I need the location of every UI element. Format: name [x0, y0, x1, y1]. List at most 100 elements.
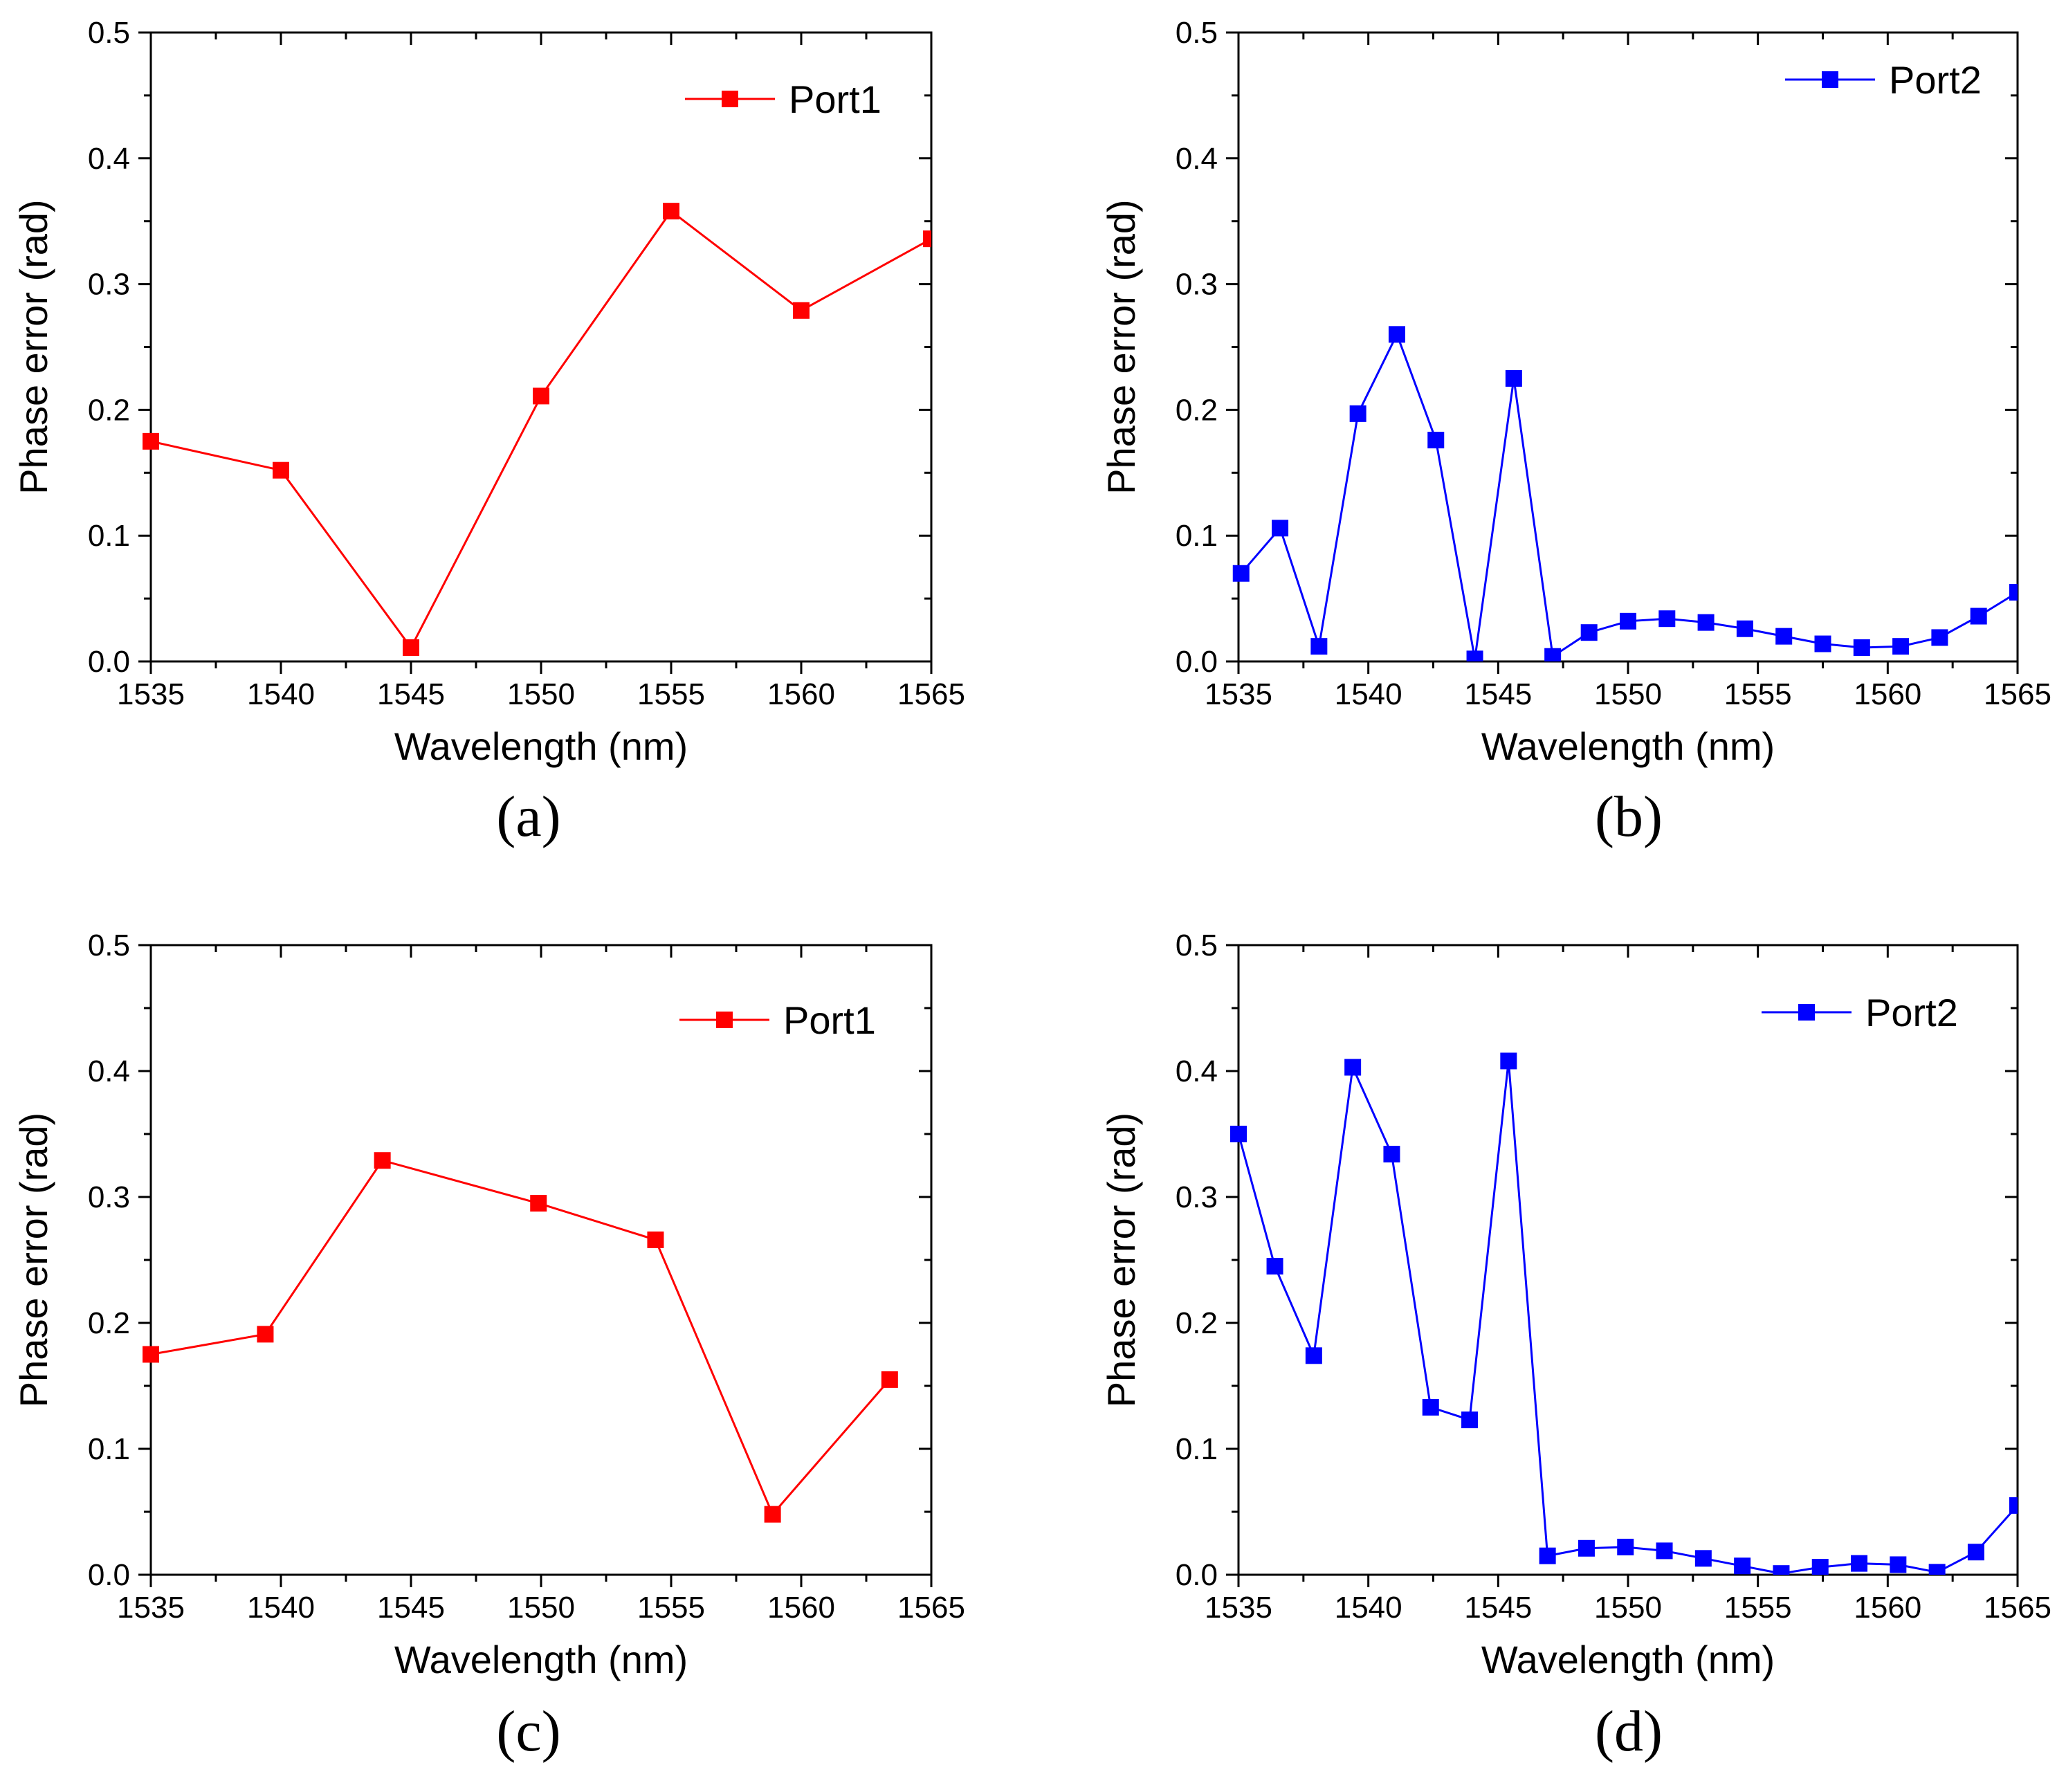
y-tick-label: 0.4: [1176, 142, 1218, 176]
y-tick-label: 0.1: [1176, 519, 1218, 553]
series-Port2: [1232, 326, 2018, 661]
data-point-marker: [1773, 1565, 1790, 1575]
x-tick-label: 1560: [1854, 1591, 1921, 1625]
y-tick-label: 0.2: [88, 393, 130, 427]
data-point-marker: [1466, 650, 1483, 661]
data-point-marker: [1853, 639, 1870, 657]
x-tick-label: 1535: [1205, 677, 1272, 711]
y-axis-title: Phase error (rad): [1099, 1113, 1143, 1407]
y-tick-label: 0.3: [1176, 1180, 1218, 1214]
x-tick-label: 1540: [1335, 1591, 1402, 1625]
y-tick-label: 0.3: [88, 268, 130, 302]
plot-frame: [1237, 944, 2019, 1576]
series-line: [150, 210, 931, 650]
x-tick-label: 1565: [897, 677, 965, 711]
chart-panel-c: 1535 1540 1545 1550 1555 1560 1565 0.0 0.1 0.2 0.3…: [12, 929, 965, 1764]
x-tick-label: 1535: [117, 1591, 185, 1625]
data-point-marker: [1658, 610, 1676, 628]
data-point-marker: [1539, 1547, 1556, 1564]
data-point-marker: [257, 1326, 274, 1343]
legend-label: Port1: [783, 998, 876, 1042]
data-point-marker: [1505, 369, 1522, 387]
legend: Port2: [1785, 58, 1982, 102]
panel-caption: (d): [1595, 1699, 1663, 1764]
panel-caption: (b): [1595, 785, 1663, 849]
x-tick-label: 1540: [247, 677, 315, 711]
data-point-marker: [1544, 648, 1562, 661]
x-axis-title: Wavelength (nm): [394, 1638, 688, 1681]
y-tick-label: 0.4: [88, 1054, 130, 1088]
x-tick-label: 1560: [767, 677, 835, 711]
y-tick-label: 0.3: [1176, 268, 1218, 302]
x-tick-label: 1555: [1724, 677, 1792, 711]
data-point-marker: [1272, 520, 1289, 537]
legend-label: Port2: [1889, 58, 1982, 102]
data-point-marker: [1734, 1557, 1751, 1575]
data-point-marker: [2009, 584, 2018, 601]
x-tick-label: 1555: [1724, 1591, 1792, 1625]
legend: Port1: [685, 77, 881, 121]
y-tick-label: 0.2: [1176, 1306, 1218, 1340]
data-point-marker: [1500, 1052, 1517, 1070]
chart-panel-b: 1535 1540 1545 1550 1555 1560 1565 0.0 0.1 0.2 0.3…: [1099, 16, 2051, 849]
x-tick-label: 1550: [507, 677, 575, 711]
y-tick-label: 0.0: [1176, 1558, 1218, 1592]
data-point-marker: [1383, 1146, 1400, 1163]
x-tick-label: 1545: [377, 677, 445, 711]
y-tick-label: 0.1: [1176, 1432, 1218, 1466]
x-tick-label: 1535: [1205, 1591, 1272, 1625]
legend-marker: [1822, 71, 1838, 88]
y-tick-label: 0.2: [1176, 393, 1218, 427]
data-point-marker: [923, 230, 931, 248]
y-tick-label: 0.5: [1176, 929, 1218, 962]
data-point-marker: [1620, 612, 1636, 630]
data-point-marker: [647, 1231, 664, 1248]
x-axis-title: Wavelength (nm): [394, 724, 688, 768]
plot-frame: [149, 31, 933, 663]
legend-marker: [1798, 1004, 1815, 1021]
data-point-marker: [1656, 1542, 1673, 1560]
data-point-marker: [1811, 1559, 1829, 1575]
data-point-marker: [663, 203, 679, 220]
x-tick-label: 1555: [637, 1591, 705, 1625]
data-point-marker: [273, 461, 289, 479]
y-tick-label: 0.3: [88, 1180, 130, 1214]
data-point-marker: [1775, 628, 1793, 645]
data-point-marker: [1890, 1556, 1907, 1573]
data-point-marker: [1694, 1550, 1712, 1567]
data-point-marker: [1461, 1411, 1479, 1429]
data-point-marker: [1388, 326, 1405, 343]
y-axis-title: Phase error (rad): [1099, 199, 1143, 494]
x-tick-label: 1550: [1594, 677, 1662, 711]
data-point-marker: [1814, 635, 1831, 652]
x-tick-label: 1565: [1984, 1591, 2051, 1625]
series-line: [1237, 1061, 2018, 1575]
data-point-marker: [1928, 1564, 1946, 1575]
panel-caption: (a): [496, 785, 560, 849]
y-tick-label: 0.5: [88, 929, 130, 962]
x-tick-label: 1540: [1335, 677, 1402, 711]
x-tick-label: 1550: [507, 1591, 575, 1625]
series-Port1: [143, 203, 931, 657]
y-axis-title: Phase error (rad): [12, 1113, 55, 1407]
x-tick-label: 1540: [247, 1591, 315, 1625]
legend: Port1: [679, 998, 876, 1042]
data-point-marker: [1578, 1539, 1595, 1557]
data-point-marker: [1349, 405, 1366, 422]
x-axis-title: Wavelength (nm): [1481, 1638, 1775, 1681]
data-point-marker: [1892, 638, 1910, 655]
data-point-marker: [403, 639, 419, 657]
data-point-marker: [1422, 1398, 1439, 1416]
y-tick-label: 0.0: [1176, 645, 1218, 679]
legend-marker: [716, 1012, 733, 1028]
y-tick-label: 0.4: [1176, 1054, 1218, 1088]
legend-label: Port1: [789, 77, 881, 121]
data-point-marker: [1310, 638, 1328, 655]
data-point-marker: [1344, 1059, 1362, 1076]
data-point-marker: [530, 1195, 547, 1212]
data-point-marker: [533, 387, 549, 405]
chart-panel-d: 1535 1540 1545 1550 1555 1560 1565 0.0 0.1 0.2 0.3…: [1099, 929, 2051, 1764]
series-Port1: [143, 1152, 898, 1523]
legend: Port2: [1762, 991, 1958, 1034]
data-point-marker: [1232, 565, 1250, 582]
